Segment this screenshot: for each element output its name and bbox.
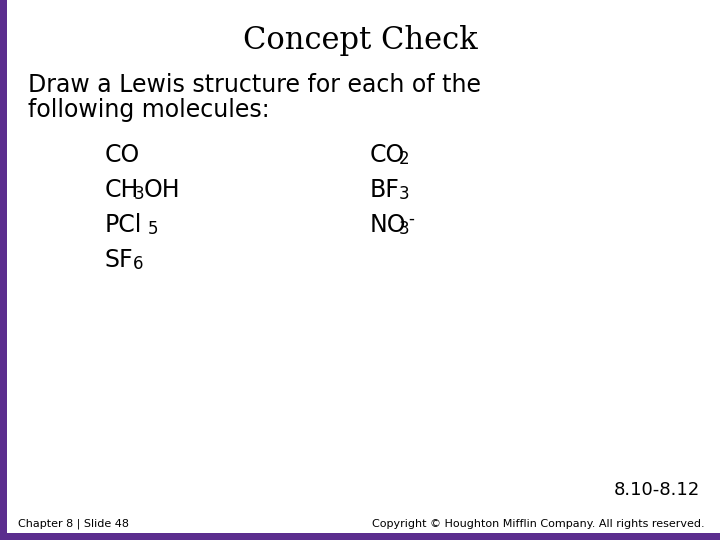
Text: 3: 3 (133, 185, 144, 203)
Text: Copyright © Houghton Mifflin Company. All rights reserved.: Copyright © Houghton Mifflin Company. Al… (372, 519, 705, 529)
Text: CH: CH (105, 178, 140, 202)
Text: Draw a Lewis structure for each of the: Draw a Lewis structure for each of the (28, 73, 481, 97)
Text: 8.10-8.12: 8.10-8.12 (613, 481, 700, 499)
Bar (0, 533, 720, 540)
Text: 3: 3 (398, 185, 409, 203)
Text: CO: CO (105, 143, 140, 167)
Text: Concept Check: Concept Check (243, 24, 477, 56)
Text: 5: 5 (148, 220, 158, 238)
Bar (0, 0, 7, 540)
Text: 6: 6 (133, 255, 144, 273)
Text: following molecules:: following molecules: (28, 98, 269, 122)
Text: 2: 2 (398, 150, 409, 168)
Text: -: - (408, 210, 414, 228)
Text: Chapter 8 | Slide 48: Chapter 8 | Slide 48 (18, 519, 129, 529)
Text: PCl: PCl (105, 213, 143, 237)
Text: NO: NO (370, 213, 407, 237)
Text: BF: BF (370, 178, 400, 202)
Text: CO: CO (370, 143, 405, 167)
Text: 3: 3 (398, 220, 409, 238)
Text: OH: OH (143, 178, 180, 202)
Text: SF: SF (105, 248, 134, 272)
